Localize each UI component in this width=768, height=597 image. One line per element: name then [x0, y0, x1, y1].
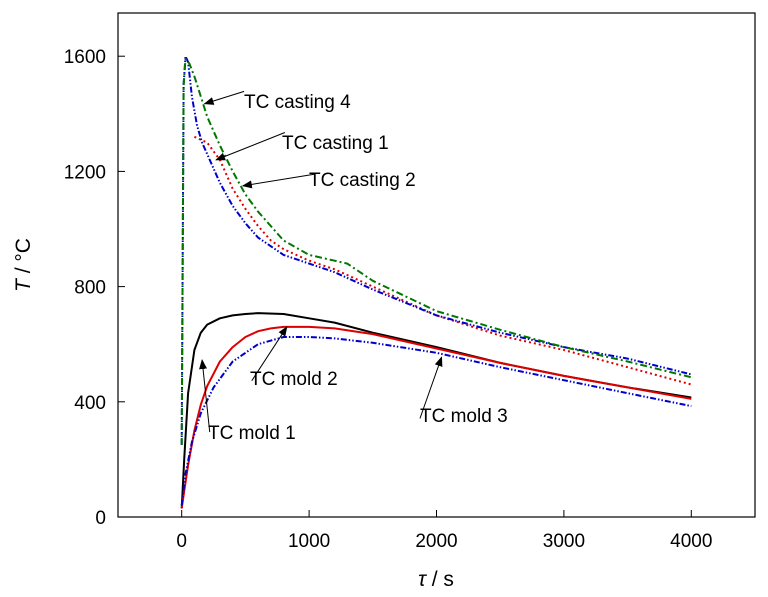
axis-ticks: 0 1000 2000 3000 4000 0 400 800 1200 1600: [64, 47, 713, 552]
x-axis-unit: / s: [426, 568, 454, 591]
y-tick-label: 1600: [64, 47, 106, 68]
annotation-tc-casting-1: TC casting 1: [215, 132, 389, 161]
series-line-tc-casting-2: [180, 55, 692, 446]
annotation-label: TC mold 1: [208, 423, 296, 444]
annotation-label: TC casting 4: [244, 92, 351, 113]
x-tick-label: 0: [176, 531, 187, 552]
series-lines: [180, 55, 692, 509]
y-axis-label: T / °C: [12, 238, 35, 292]
annotation-label: TC mold 2: [250, 369, 338, 390]
annotation-arrow: [241, 173, 315, 189]
annotations: TC casting 4 TC casting 1 TC casting 2 TC m…: [199, 90, 508, 444]
y-axis-unit: / °C: [12, 238, 35, 279]
annotation-arrow: [203, 90, 245, 105]
annotation-tc-casting-2: TC casting 2: [241, 170, 416, 191]
x-tick-label: 1000: [288, 531, 330, 552]
series-line-tc-mold-3: [180, 336, 692, 506]
annotation-arrow: [215, 132, 286, 161]
y-tick-label: 0: [95, 508, 106, 529]
y-axis-symbol: T: [12, 277, 35, 292]
x-tick-label: 4000: [670, 531, 712, 552]
annotation-arrow: [419, 356, 443, 419]
annotation-tc-casting-4: TC casting 4: [203, 90, 351, 113]
annotation-arrow: [251, 326, 288, 382]
y-tick-label: 800: [74, 278, 106, 299]
y-tick-label: 1200: [64, 162, 106, 183]
annotation-tc-mold-3: TC mold 3: [419, 356, 508, 427]
annotation-label: TC casting 2: [309, 170, 416, 191]
y-tick-label: 400: [74, 393, 106, 414]
series-line-tc-mold-2: [180, 325, 692, 509]
x-axis-symbol: τ: [418, 568, 427, 591]
annotation-tc-mold-1: TC mold 1: [199, 359, 296, 444]
annotation-arrow: [199, 359, 211, 433]
series-line-tc-casting-4: [180, 58, 692, 446]
annotation-label: TC mold 3: [420, 406, 508, 427]
x-tick-label: 3000: [543, 531, 585, 552]
x-tick-label: 2000: [415, 531, 457, 552]
series-line-tc-casting-1: [193, 135, 692, 386]
annotation-tc-mold-2: TC mold 2: [250, 326, 338, 390]
x-axis-label: τ / s: [418, 568, 454, 591]
annotation-label: TC casting 1: [282, 133, 389, 154]
